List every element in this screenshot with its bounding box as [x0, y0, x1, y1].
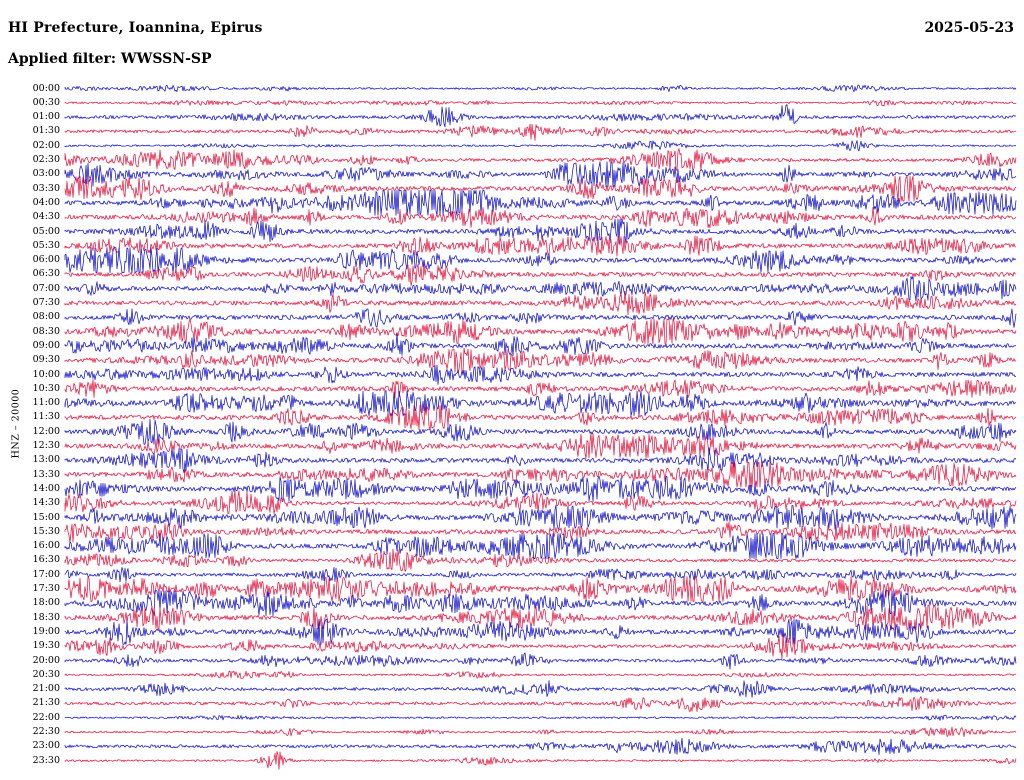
seismogram-page: HI Prefecture, Ioannina, Epirus 2025-05-… — [0, 0, 1024, 780]
seismogram-canvas — [0, 0, 1024, 780]
